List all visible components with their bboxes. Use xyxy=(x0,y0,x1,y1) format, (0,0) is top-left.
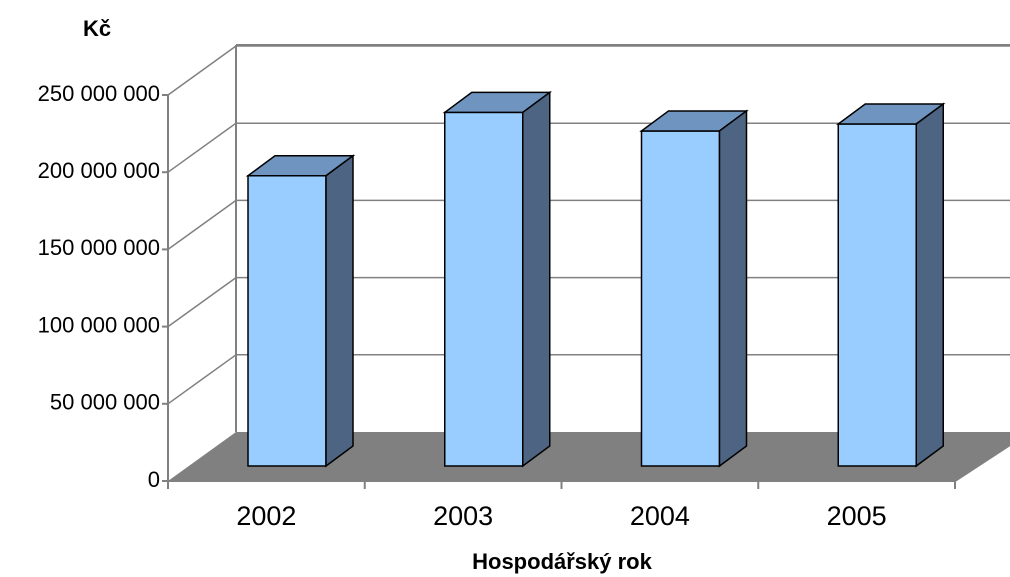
bar-face xyxy=(915,102,944,468)
y-tick-label: 200 000 000 xyxy=(38,158,160,183)
bar xyxy=(835,102,946,468)
bar xyxy=(639,109,749,468)
y-axis-title: Kč xyxy=(83,16,111,41)
bar-face xyxy=(718,109,748,468)
bar-face xyxy=(640,130,721,467)
bar-face xyxy=(444,111,524,467)
bar-face xyxy=(325,154,354,468)
x-tick-label: 2003 xyxy=(433,501,493,531)
grid-line xyxy=(167,354,237,405)
x-axis-title: Hospodářský rok xyxy=(472,549,652,574)
y-tick-label: 150 000 000 xyxy=(38,235,160,260)
bar-face xyxy=(522,90,551,468)
x-tick-label: 2004 xyxy=(630,501,690,531)
grid-line xyxy=(167,45,237,96)
grid-line xyxy=(167,199,237,251)
floor-edge xyxy=(954,444,1010,482)
floor xyxy=(168,432,1010,481)
y-tick-label: 0 xyxy=(148,467,160,492)
bar xyxy=(245,154,356,468)
y-tick-label: 100 000 000 xyxy=(38,312,160,337)
grid-line xyxy=(167,276,237,328)
x-tick-label: 2002 xyxy=(236,501,296,531)
bar-face xyxy=(247,174,327,467)
y-tick-label: 50 000 000 xyxy=(50,390,160,415)
y-tick-label: 250 000 000 xyxy=(38,81,160,106)
bar xyxy=(442,90,553,468)
x-tick-label: 2005 xyxy=(827,501,887,531)
bar-face xyxy=(837,123,917,467)
grid-line xyxy=(167,122,237,173)
